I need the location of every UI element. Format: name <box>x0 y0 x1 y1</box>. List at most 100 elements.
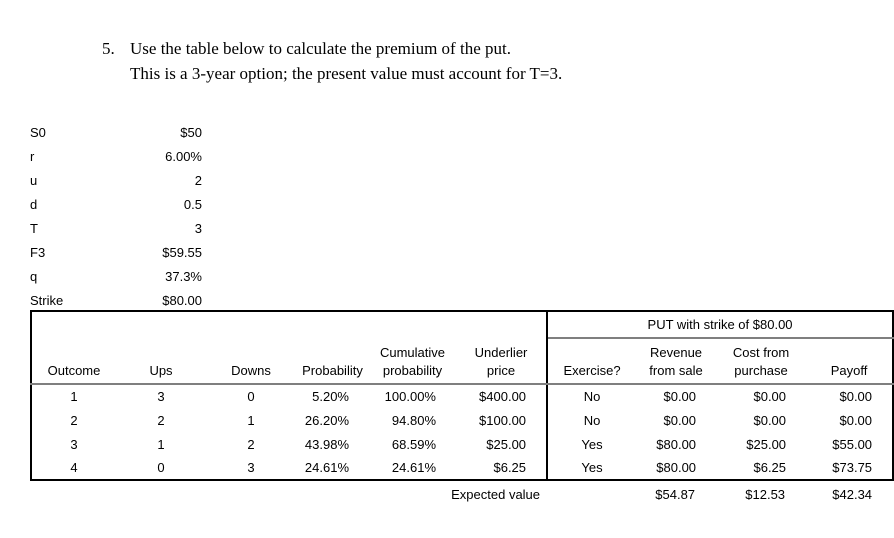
table-row-outcome-3: 3 1 2 43.98% 68.59% $25.00 Yes $80.00 $2… <box>31 432 893 456</box>
table-row-outcome-2: 2 2 1 26.20% 94.80% $100.00 No $0.00 $0.… <box>31 408 893 432</box>
expected-value-row: Expected value $54.87 $12.53 $42.34 <box>30 482 892 507</box>
header-line: price <box>486 363 516 378</box>
table-row-outcome-4: 4 0 3 24.61% 24.61% $6.25 Yes $80.00 $6.… <box>31 456 893 480</box>
cell-underlier-price: $400.00 <box>456 384 549 408</box>
cell-cost: $6.25 <box>753 460 787 475</box>
col-header-outcome: Outcome <box>31 338 116 385</box>
cell-probability: 5.20% <box>312 389 349 404</box>
cell-outcome: 3 <box>70 436 78 452</box>
cell-cost: $25.00 <box>746 436 787 452</box>
question-text: Use the table below to calculate the pre… <box>130 36 562 86</box>
param-value: 2 <box>194 172 202 188</box>
col-header-payoff: Payoff <box>806 338 894 385</box>
param-value: $80.00 <box>162 292 202 308</box>
header-line: Cost from <box>732 345 790 360</box>
param-label: Strike <box>30 292 64 308</box>
expected-revenue-value: $54.87 <box>655 487 696 502</box>
cell-cost: $0.00 <box>753 389 787 404</box>
expected-value: Expected value $54.87 $12.53 $42.34 <box>30 482 892 507</box>
put-group-header: PUT with strike of $80.00 <box>547 311 894 339</box>
cell-exercise: Yes <box>581 436 603 452</box>
cell-downs: 3 <box>247 460 255 475</box>
parameter-row-d: d 0.5 <box>30 192 202 216</box>
parameter-row-f3: F3 $59.55 <box>30 240 202 264</box>
cell-ups: 1 <box>157 436 165 452</box>
param-value: 6.00% <box>165 148 202 164</box>
header-line: Cumulative <box>379 345 446 360</box>
parameter-row-q: q 37.3% <box>30 264 202 288</box>
cell-probability: 43.98% <box>304 436 349 452</box>
param-label: q <box>30 268 38 284</box>
cell-payoff: $73.75 <box>832 460 873 475</box>
header-line: Ups <box>149 363 173 378</box>
param-value: $50 <box>180 124 202 140</box>
cell-outcome: 4 <box>70 460 78 475</box>
parameter-row-s0: S0 $50 <box>30 120 202 144</box>
col-header-downs: Downs <box>206 338 296 385</box>
cell-probability: 26.20% <box>304 412 349 428</box>
expected-value-spacer <box>546 482 635 507</box>
question-number: 5. <box>102 39 115 58</box>
header-line: Exercise? <box>563 363 621 378</box>
cell-ups: 0 <box>157 460 165 475</box>
expected-cost-value: $12.53 <box>745 487 786 502</box>
header-line: purchase <box>734 363 788 378</box>
param-value: 37.3% <box>165 268 202 284</box>
expected-value-label: Expected value <box>451 487 541 502</box>
cell-revenue: $80.00 <box>656 436 697 452</box>
param-label: S0 <box>30 124 46 140</box>
cell-underlier-price: $6.25 <box>456 456 549 480</box>
header-line: from sale <box>649 363 703 378</box>
param-label: F3 <box>30 244 46 260</box>
col-header-exercise: Exercise? <box>547 338 637 385</box>
param-label: T <box>30 220 38 236</box>
param-label: u <box>30 172 38 188</box>
header-line: Probability <box>302 363 363 378</box>
table-row-outcome-1: 1 3 0 5.20% 100.00% $400.00 No $0.00 $0.… <box>31 384 893 408</box>
header-line: Downs <box>231 363 271 378</box>
cell-ups: 3 <box>157 389 165 404</box>
group-row-spacer <box>31 311 549 338</box>
cell-exercise: No <box>583 389 601 404</box>
param-value: 0.5 <box>183 196 202 212</box>
cell-underlier-price: $100.00 <box>456 408 549 432</box>
question: 5. Use the table below to calculate the … <box>102 36 562 86</box>
param-value: 3 <box>194 220 202 236</box>
cell-downs: 1 <box>247 412 255 428</box>
cell-cumulative-probability: 68.59% <box>391 436 436 452</box>
cell-payoff: $0.00 <box>839 412 873 428</box>
cell-exercise: Yes <box>581 460 603 475</box>
cell-payoff: $55.00 <box>832 436 873 452</box>
header-line: probability <box>382 363 443 378</box>
param-label: d <box>30 196 38 212</box>
cell-cumulative-probability: 24.61% <box>391 460 436 475</box>
cell-cost: $0.00 <box>753 412 787 428</box>
question-line-1: Use the table below to calculate the pre… <box>130 39 511 58</box>
col-header-underlier-price: Underlier price <box>456 338 549 385</box>
cell-payoff: $0.00 <box>839 389 873 404</box>
cell-outcome: 1 <box>70 389 78 404</box>
cell-probability: 24.61% <box>304 460 349 475</box>
col-header-ups: Ups <box>116 338 206 385</box>
cell-revenue: $80.00 <box>656 460 697 475</box>
header-line: Payoff <box>830 363 868 378</box>
parameter-row-r: r 6.00% <box>30 144 202 168</box>
cell-outcome: 2 <box>70 412 78 428</box>
cell-underlier-price: $25.00 <box>456 432 549 456</box>
cell-downs: 0 <box>247 389 255 404</box>
col-header-cumulative-probability: Cumulative probability <box>369 338 456 385</box>
payoff-table: PUT with strike of $80.00 Outcome Ups Do… <box>30 310 894 481</box>
column-header-row: Outcome Ups Downs Probability Cumulative… <box>31 338 894 385</box>
col-header-cost-from-purchase: Cost from purchase <box>716 338 807 385</box>
payoff-table-area: PUT with strike of $80.00 Outcome Ups Do… <box>30 310 894 507</box>
question-line-2: This is a 3-year option; the present val… <box>130 64 563 83</box>
parameter-row-strike: Strike $80.00 <box>30 288 202 312</box>
col-header-revenue-from-sale: Revenue from sale <box>636 338 717 385</box>
cell-exercise: No <box>583 412 601 428</box>
header-line: Outcome <box>47 363 101 378</box>
header-line: Underlier <box>474 345 528 360</box>
